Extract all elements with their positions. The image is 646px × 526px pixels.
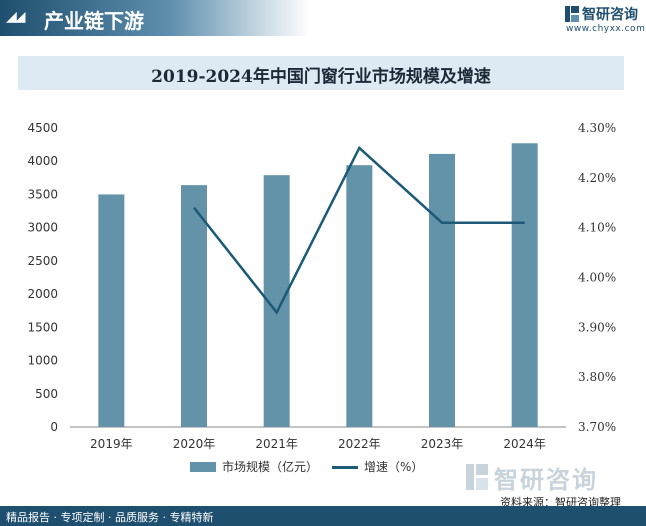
- legend-bar-swatch: [190, 462, 216, 472]
- watermark-logo-icon: [466, 464, 488, 490]
- header-banner: ◢◢ 产业链下游 智研咨询 www.chyxx.com: [0, 0, 646, 36]
- chart-title: 2019-2024年中国门窗行业市场规模及增速: [151, 67, 491, 87]
- y-left-tick-label: 1000: [27, 354, 58, 368]
- x-tick-label: 2021年: [255, 437, 298, 450]
- watermark-brand: 智研咨询: [494, 466, 598, 494]
- y-left-tick-label: 3500: [27, 187, 58, 201]
- legend-line-swatch: [332, 466, 358, 469]
- y-left-tick-label: 2000: [27, 287, 58, 301]
- x-tick-label: 2024年: [503, 437, 546, 450]
- brand-name: 智研咨询: [582, 7, 638, 23]
- footer-tagline: 精品报告 · 专项定制 · 品质服务 · 专精特新: [6, 511, 214, 524]
- bar: [429, 153, 455, 427]
- y-right-tick-label: 4.00%: [578, 271, 616, 285]
- brand-logo-icon: [565, 6, 579, 22]
- y-right-tick-label: 3.70%: [578, 420, 616, 434]
- brand-url[interactable]: www.chyxx.com: [566, 24, 646, 34]
- y-left-tick-label: 4000: [27, 154, 58, 168]
- y-left-tick-label: 1500: [27, 320, 58, 334]
- y-left-tick-label: 500: [35, 387, 58, 401]
- section-title: 产业链下游: [44, 9, 144, 33]
- x-tick-label: 2022年: [338, 437, 381, 450]
- header-gradient: ◢◢ 产业链下游: [0, 0, 310, 36]
- bar: [346, 165, 373, 427]
- x-tick-label: 2020年: [173, 437, 216, 450]
- legend-bar-label: 市场规模（亿元）: [222, 460, 319, 474]
- bar: [98, 194, 125, 427]
- combo-chart: 0 500 1000 1500 2000 2500 3000 3500 4000 4500 3.70…: [27, 121, 616, 450]
- y-right-tick-label: 4.30%: [578, 121, 616, 135]
- y-right-tick-label: 4.20%: [578, 171, 616, 185]
- growth-line: [193, 145, 525, 315]
- double-chevron-icon: ◢◢: [6, 9, 25, 25]
- y-right-tick-label: 4.10%: [578, 221, 616, 235]
- y-left-tick-label: 4500: [27, 121, 58, 135]
- source-note: 资料来源：智研咨询整理: [500, 496, 621, 509]
- y-right-tick-label: 3.90%: [578, 320, 616, 334]
- bar: [511, 143, 538, 427]
- y-left-tick-label: 0: [50, 420, 58, 434]
- y-left-tick-label: 2500: [27, 254, 58, 268]
- y-left-tick-label: 3000: [27, 221, 58, 235]
- chart-title-bar: 2019-2024年中国门窗行业市场规模及增速: [18, 56, 624, 90]
- footer-bar: 精品报告 · 专项定制 · 品质服务 · 专精特新: [0, 506, 646, 526]
- x-tick-label: 2023年: [421, 437, 464, 450]
- x-tick-label: 2019年: [90, 437, 133, 450]
- legend-line-label: 增速（%）: [364, 460, 424, 474]
- y-right-tick-label: 3.80%: [578, 370, 616, 384]
- bar: [181, 185, 207, 427]
